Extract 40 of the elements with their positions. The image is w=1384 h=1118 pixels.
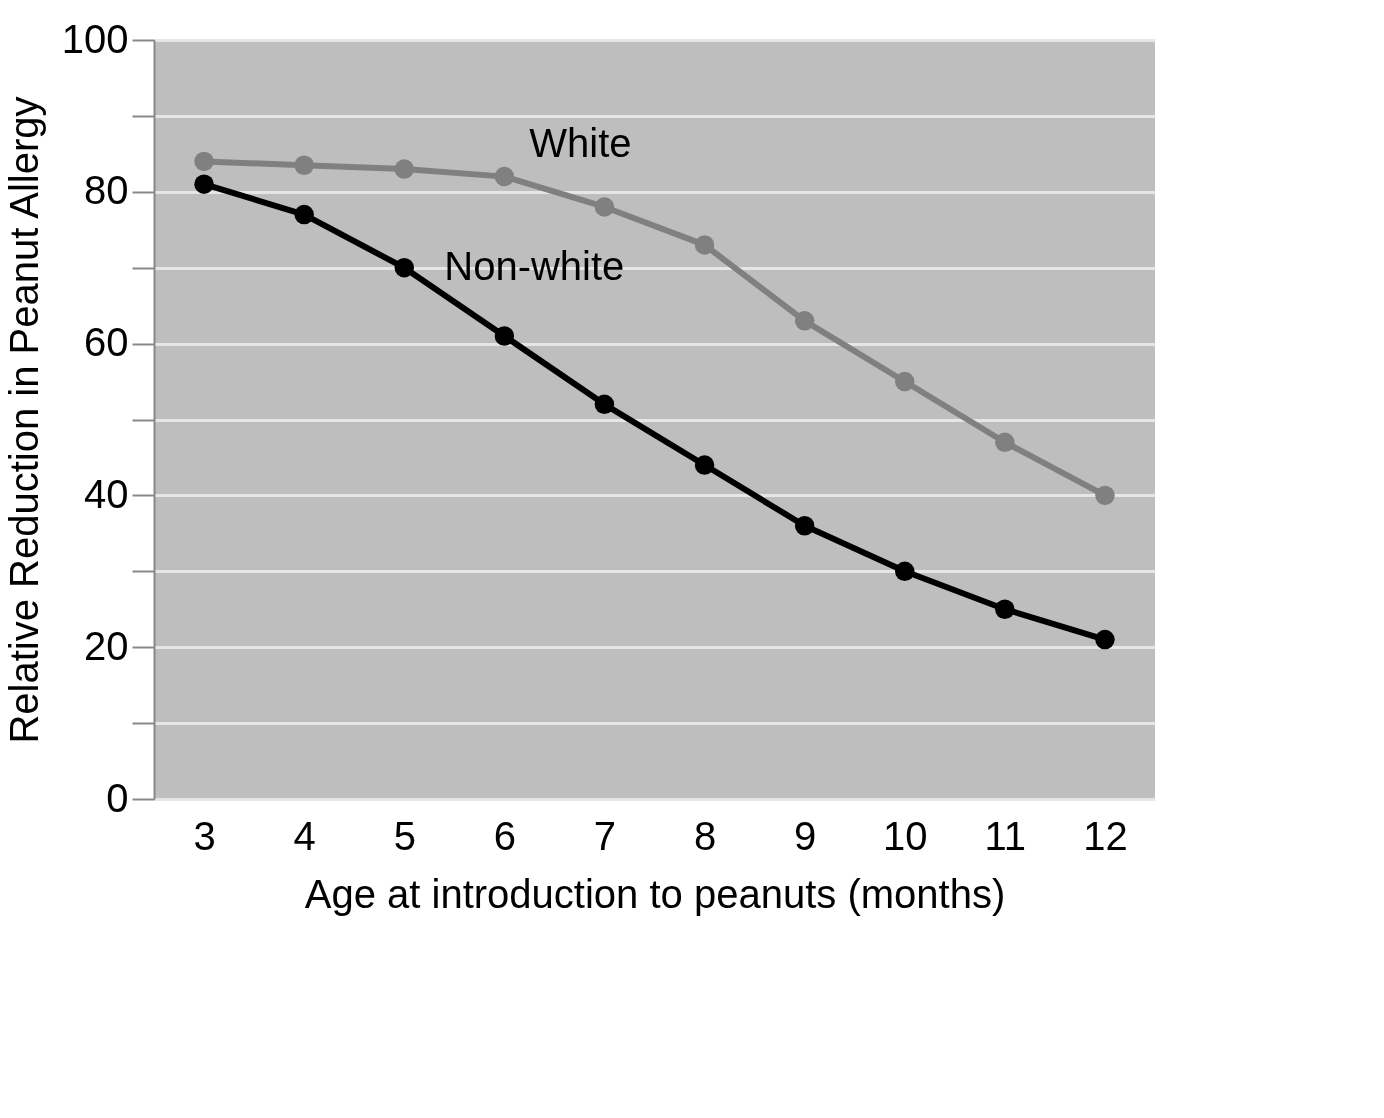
point (494, 166, 515, 187)
y-tick-label: 40 (84, 471, 129, 516)
point (294, 204, 314, 225)
point (794, 311, 815, 331)
y-tick-label: 0 (106, 775, 129, 820)
series-label: Non-white (444, 243, 625, 288)
point (394, 159, 414, 179)
x-tick-label: 4 (293, 813, 316, 858)
x-tick-label: 6 (493, 813, 516, 858)
x-tick-label: 12 (1083, 813, 1128, 858)
x-tick-label: 11 (984, 813, 1027, 858)
y-tick-label: 100 (61, 16, 129, 61)
point (895, 561, 915, 582)
point (1095, 629, 1115, 650)
y-tick-label: 20 (84, 623, 129, 668)
point (995, 599, 1015, 619)
x-tick-label: 9 (794, 813, 817, 858)
x-tick-label: 10 (883, 813, 928, 858)
series-label: White (529, 120, 632, 165)
point (1095, 485, 1115, 506)
x-axis-title: Age at introduction to peanuts (months) (304, 871, 1006, 916)
point (694, 455, 715, 475)
point (694, 235, 715, 255)
point (194, 151, 214, 172)
point (895, 371, 915, 392)
x-tick-label: 3 (193, 813, 216, 858)
x-tick-label: 5 (393, 813, 416, 858)
point (294, 155, 314, 175)
x-tick-label: 8 (693, 813, 717, 858)
point (494, 326, 515, 346)
y-tick-label: 80 (84, 168, 129, 213)
point (594, 394, 615, 415)
y-axis-title: Relative Reduction in Peanut Allergy (1, 96, 46, 744)
y-tick-label: 60 (84, 320, 129, 365)
point (394, 257, 414, 278)
point (995, 432, 1015, 452)
point (794, 516, 815, 536)
x-tick-label: 7 (593, 813, 617, 858)
point (594, 197, 615, 217)
point (194, 174, 214, 194)
